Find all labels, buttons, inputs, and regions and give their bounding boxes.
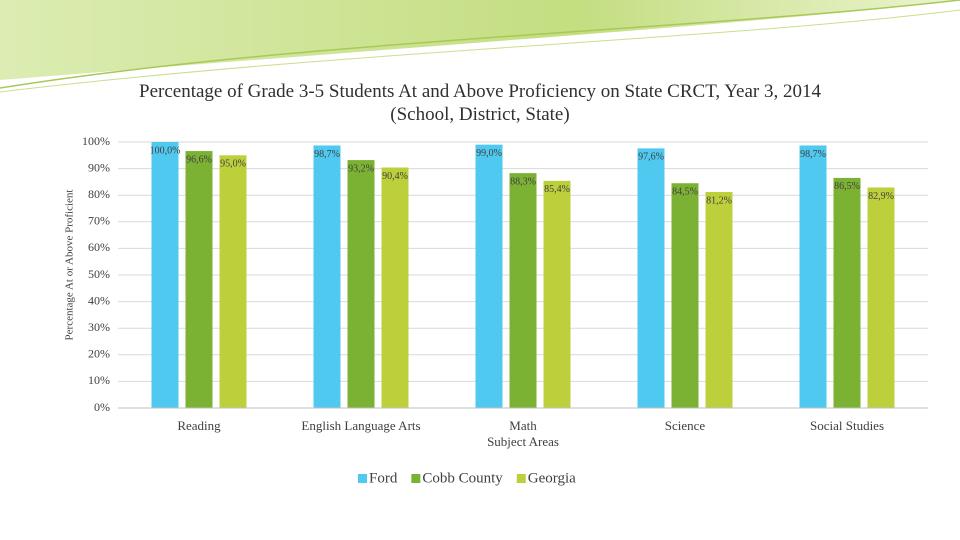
decor-line [0, 9, 960, 93]
bar [347, 160, 375, 408]
y-axis-title: Percentage At or Above Proficient [64, 190, 76, 341]
data-label: 85,4% [544, 184, 570, 195]
bar [705, 192, 733, 408]
data-label: 82,9% [868, 191, 894, 202]
data-label: 93,2% [348, 163, 374, 174]
data-label: 99,0% [476, 148, 502, 159]
data-label: 100,0% [150, 145, 181, 156]
bar [313, 145, 341, 408]
legend-swatch [358, 474, 367, 483]
x-tick-label: Social Studies [810, 418, 884, 433]
bar [219, 155, 247, 408]
data-label: 90,4% [382, 171, 408, 182]
data-label: 84,5% [672, 187, 698, 198]
legend-swatch [411, 474, 421, 483]
y-tick-label: 40% [88, 293, 110, 307]
bar [185, 151, 213, 408]
data-label: 98,7% [314, 149, 340, 160]
y-tick-label: 80% [88, 187, 110, 201]
y-tick-label: 20% [88, 347, 110, 361]
data-label: 95,0% [220, 159, 246, 170]
legend-label: Cobb County [422, 470, 503, 486]
y-tick-label: 100% [82, 134, 110, 148]
x-tick-label: Math [509, 418, 537, 433]
x-tick-label: Science [665, 418, 706, 433]
bar [637, 148, 665, 408]
bar [381, 167, 409, 408]
legend-label: Georgia [528, 470, 576, 486]
legend-swatch [516, 474, 526, 483]
legend-label: Ford [369, 470, 398, 486]
y-tick-label: 50% [88, 267, 110, 281]
bar [475, 144, 503, 408]
data-label: 96,6% [186, 154, 212, 165]
data-label: 97,6% [638, 152, 664, 163]
bar [799, 145, 827, 408]
chart-title: Percentage of Grade 3-5 Students At and … [139, 81, 821, 125]
data-label: 86,5% [834, 181, 860, 192]
y-tick-label: 60% [88, 240, 110, 254]
bar [867, 187, 895, 408]
y-tick-label: 90% [88, 160, 110, 174]
x-axis-title: Subject Areas [487, 434, 559, 449]
y-tick-label: 30% [88, 320, 110, 334]
bar [671, 183, 699, 408]
decor-swoosh [0, 0, 960, 80]
y-tick-label: 10% [88, 373, 110, 387]
bar [543, 180, 571, 408]
data-label: 88,3% [510, 176, 536, 187]
bar [509, 173, 537, 408]
y-tick-label: 70% [88, 214, 110, 228]
decor-line [0, 0, 960, 89]
x-tick-label: English Language Arts [301, 418, 420, 433]
y-tick-label: 0% [94, 400, 110, 414]
data-label: 98,7% [800, 149, 826, 160]
bar [833, 177, 861, 408]
bar [151, 142, 179, 408]
x-tick-label: Reading [177, 418, 221, 433]
data-label: 81,2% [706, 195, 732, 206]
